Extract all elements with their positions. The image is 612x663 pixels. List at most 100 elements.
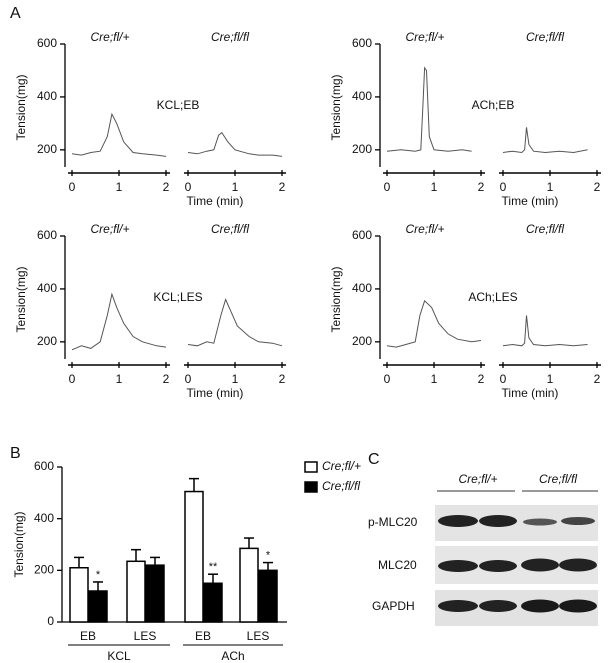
blot-row-label: MLC20 (378, 558, 417, 572)
band (438, 560, 478, 572)
significance: * (96, 569, 101, 581)
series-label: Cre;fl/fl (211, 30, 249, 44)
y-tick-label: 400 (37, 281, 57, 295)
x-tick-label: 0 (69, 372, 76, 386)
series-label: Cre;fl/fl (526, 222, 564, 236)
x-tick-label: 1 (116, 180, 123, 194)
band (561, 517, 595, 525)
annotation: ACh;EB (472, 98, 515, 112)
x-tick-label: 2 (279, 372, 286, 386)
group-label: KCL (107, 649, 131, 663)
series-label: Cre;fl/+ (405, 222, 444, 236)
x-tick-label: 1 (547, 180, 554, 194)
trace (71, 292, 167, 351)
band (523, 518, 557, 526)
blot-group: Cre;fl/fl (539, 472, 577, 486)
x-tick-label: LES (134, 629, 157, 643)
x-tick-label: 0 (185, 372, 192, 386)
blot-group: Cre;fl/+ (458, 472, 497, 486)
panel-letter: B (10, 445, 21, 462)
x-tick-label: 2 (594, 372, 601, 386)
x-tick-label: 0 (500, 372, 507, 386)
x-tick-label: EB (195, 629, 211, 643)
y-axis-label: Tension(mg) (14, 266, 28, 332)
band (521, 558, 559, 572)
y-tick-label: 200 (352, 334, 372, 348)
series-label: Cre;fl/+ (405, 30, 444, 44)
x-tick-label: 0 (500, 180, 507, 194)
y-tick-label: 400 (37, 89, 57, 103)
y-tick-label: 600 (34, 459, 54, 473)
x-tick-label: 2 (163, 180, 170, 194)
x-tick-label: 0 (384, 372, 391, 386)
panel-letter: C (368, 451, 380, 468)
x-tick-label: 2 (478, 372, 485, 386)
band (438, 600, 478, 612)
y-tick-label: 400 (352, 281, 372, 295)
trace (187, 131, 283, 157)
y-tick-label: 200 (34, 563, 54, 577)
bar (126, 560, 146, 623)
y-tick-label: 0 (47, 614, 54, 628)
y-axis-label: Tension(mg) (12, 511, 26, 577)
x-axis-label: Time (min) (502, 386, 559, 400)
band (479, 600, 517, 612)
series-label: Cre;fl/+ (90, 222, 129, 236)
x-tick-label: 0 (185, 180, 192, 194)
band (559, 558, 597, 572)
panel-letter: A (10, 5, 21, 22)
bar (239, 547, 259, 623)
y-tick-label: 200 (37, 334, 57, 348)
legend-swatch (304, 481, 318, 493)
y-tick-label: 600 (352, 228, 372, 242)
trace (187, 298, 283, 347)
x-tick-label: 0 (69, 180, 76, 194)
x-tick-label: 2 (163, 372, 170, 386)
x-tick-label: LES (247, 629, 270, 643)
blot-row-label: GAPDH (372, 599, 415, 613)
y-tick-label: 600 (37, 228, 57, 242)
series-label: Cre;fl/+ (90, 30, 129, 44)
trace (386, 66, 472, 152)
x-tick-label: 1 (232, 372, 239, 386)
legend-swatch (304, 461, 318, 473)
x-tick-label: 1 (431, 180, 438, 194)
band (559, 599, 597, 613)
trace (502, 127, 588, 154)
western-blot: Cre;fl/+ Cre;fl/fl p-MLC20 MLC20 GAPDH (368, 472, 598, 626)
bar (203, 582, 223, 623)
y-axis-label: Tension(mg) (14, 74, 28, 140)
y-axis-label: Tension(mg) (329, 266, 343, 332)
x-axis-label: Time (min) (502, 194, 559, 208)
annotation: KCL;LES (153, 290, 202, 304)
y-tick-label: 400 (34, 511, 54, 525)
x-tick-label: 2 (478, 180, 485, 194)
bar (184, 490, 204, 623)
x-tick-label: 0 (384, 180, 391, 194)
x-tick-label: 1 (116, 372, 123, 386)
annotation: KCL;EB (157, 98, 200, 112)
y-tick-label: 600 (37, 36, 57, 50)
y-axis-label: Tension(mg) (329, 74, 343, 140)
trace (502, 315, 588, 347)
x-tick-label: 1 (232, 180, 239, 194)
band (479, 515, 517, 527)
bar (258, 569, 278, 623)
y-tick-label: 200 (352, 142, 372, 156)
x-tick-label: 1 (547, 372, 554, 386)
bar (88, 590, 108, 623)
band (438, 515, 478, 527)
legend-label: Cre;fl/+ (322, 459, 361, 473)
x-tick-label: 2 (594, 180, 601, 194)
x-axis-label: Time (min) (187, 194, 244, 208)
trace (71, 112, 167, 157)
significance: * (266, 549, 271, 561)
x-axis-label: Time (min) (187, 386, 244, 400)
series-label: Cre;fl/fl (526, 30, 564, 44)
significance: ** (209, 561, 218, 573)
annotation: ACh;LES (468, 290, 517, 304)
group-label: ACh (221, 649, 244, 663)
band (479, 560, 517, 572)
y-tick-label: 600 (352, 36, 372, 50)
